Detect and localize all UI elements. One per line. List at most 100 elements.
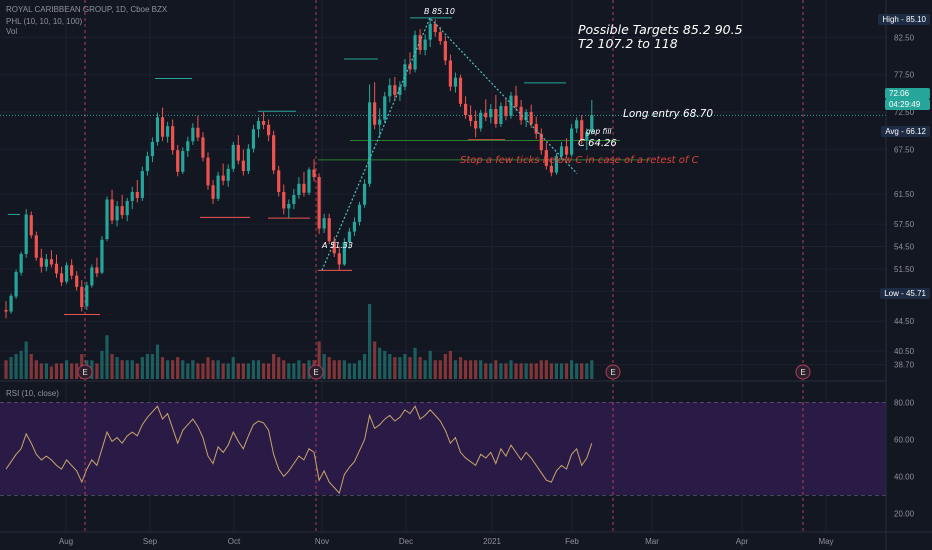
candle-body: [59, 273, 64, 283]
candle-body: [307, 169, 311, 193]
volume-bar: [246, 363, 250, 379]
volume-bar: [140, 357, 144, 379]
volume-bar: [135, 363, 139, 379]
earnings-marker: [77, 364, 93, 380]
volume-bar: [24, 341, 28, 379]
price-tick-label: 44.50: [894, 317, 915, 326]
candle-body: [19, 254, 23, 273]
price-axis-ticks: 82.50 77.50 72.50 67.50 61.50 57.50 54.50 51.50…: [894, 33, 915, 369]
volume-bar: [282, 360, 286, 379]
volume-bar: [489, 363, 493, 379]
volume-bar: [34, 360, 38, 379]
volume-bar: [337, 360, 341, 379]
candle-body: [95, 267, 99, 274]
price-tick-label: 61.50: [894, 190, 915, 199]
candle-body: [176, 150, 180, 172]
volume-bar: [59, 363, 64, 379]
countdown-badge: 04:29:49: [885, 99, 930, 110]
earnings-marker-label: E: [800, 368, 805, 377]
volume-bar: [125, 360, 129, 379]
earnings-marker: [605, 364, 621, 380]
rsi-legend[interactable]: RSI (10, close): [6, 389, 59, 398]
candle-body: [100, 239, 104, 273]
candle-body: [408, 64, 412, 70]
candle-body: [54, 263, 59, 274]
candle-body: [75, 275, 79, 287]
time-tick-label: Feb: [565, 537, 579, 546]
candle-body: [292, 194, 296, 204]
time-tick-label: May: [818, 537, 833, 546]
volume-bar: [504, 363, 508, 379]
volume-bar: [267, 363, 271, 379]
volume-bar: [357, 360, 362, 379]
chart-title: ROYAL CARIBBEAN GROUP, 1D, Cboe BZX: [6, 5, 168, 14]
price-tick-label: 38.70: [894, 361, 915, 370]
volume-bar: [549, 363, 553, 379]
volume-bar: [221, 363, 225, 379]
candle-body: [160, 117, 165, 137]
candle-body: [388, 85, 392, 97]
point-b-label: B 85.10: [424, 7, 455, 16]
point-c-label: C 64.26: [578, 138, 617, 149]
volume-bar: [160, 357, 165, 379]
candle-body: [469, 115, 473, 122]
volume-bar: [564, 363, 569, 379]
candle-body: [458, 77, 463, 104]
candle-body: [65, 265, 69, 282]
volume-bar: [590, 360, 594, 379]
time-tick-label: Nov: [315, 537, 329, 546]
candle-body: [504, 106, 508, 116]
candle-body: [302, 183, 306, 193]
price-tick-label: 67.50: [894, 145, 915, 154]
volume-bar: [120, 360, 124, 379]
candle-body: [393, 85, 397, 95]
candle-body: [474, 121, 478, 129]
volume-bar: [29, 354, 33, 379]
volume-bars: [4, 304, 594, 379]
volume-bar: [287, 363, 291, 379]
candle-body: [272, 135, 276, 171]
volume-bar: [115, 357, 119, 379]
earnings-marker: [308, 364, 324, 380]
candle-body: [580, 120, 584, 141]
gap-fill-label: gap fill: [586, 127, 612, 136]
candle-body: [570, 128, 574, 155]
candle-body: [544, 150, 548, 166]
volume-bar: [403, 354, 407, 379]
candle-body: [70, 265, 74, 276]
volume-bar: [4, 360, 8, 379]
volume-bar: [302, 363, 306, 379]
candle-body: [115, 206, 119, 221]
indicator-legend[interactable]: PHL (10, 10, 10, 100): [6, 17, 83, 26]
candle-body: [342, 242, 346, 265]
candle-body: [39, 257, 43, 267]
earnings-marker: [795, 364, 811, 380]
candle-body: [236, 144, 240, 161]
volume-bar: [383, 350, 387, 379]
candle-body: [554, 156, 559, 173]
volume-bar: [484, 363, 488, 379]
candle-body: [509, 95, 513, 116]
volume-bar: [458, 357, 463, 379]
candle-body: [347, 231, 351, 243]
time-tick-label: 2021: [483, 537, 501, 546]
candle-body: [256, 121, 261, 130]
candle-body: [357, 204, 362, 222]
volume-bar: [438, 360, 442, 379]
volume-bar: [524, 363, 528, 379]
candle-body: [211, 185, 215, 199]
price-tick-label: 72.50: [894, 108, 915, 117]
volume-bar: [554, 363, 559, 379]
candle-body: [145, 156, 149, 172]
candle-body: [231, 144, 235, 169]
stop-note: Stop a few ticks below C in case of a re…: [460, 155, 699, 166]
candle-body: [171, 126, 175, 151]
volume-bar: [54, 363, 59, 379]
volume-bar: [196, 363, 200, 379]
volume-bar: [499, 363, 503, 379]
volume-bar: [186, 363, 190, 379]
volume-legend[interactable]: Vol: [6, 27, 18, 36]
volume-bar: [373, 341, 377, 379]
